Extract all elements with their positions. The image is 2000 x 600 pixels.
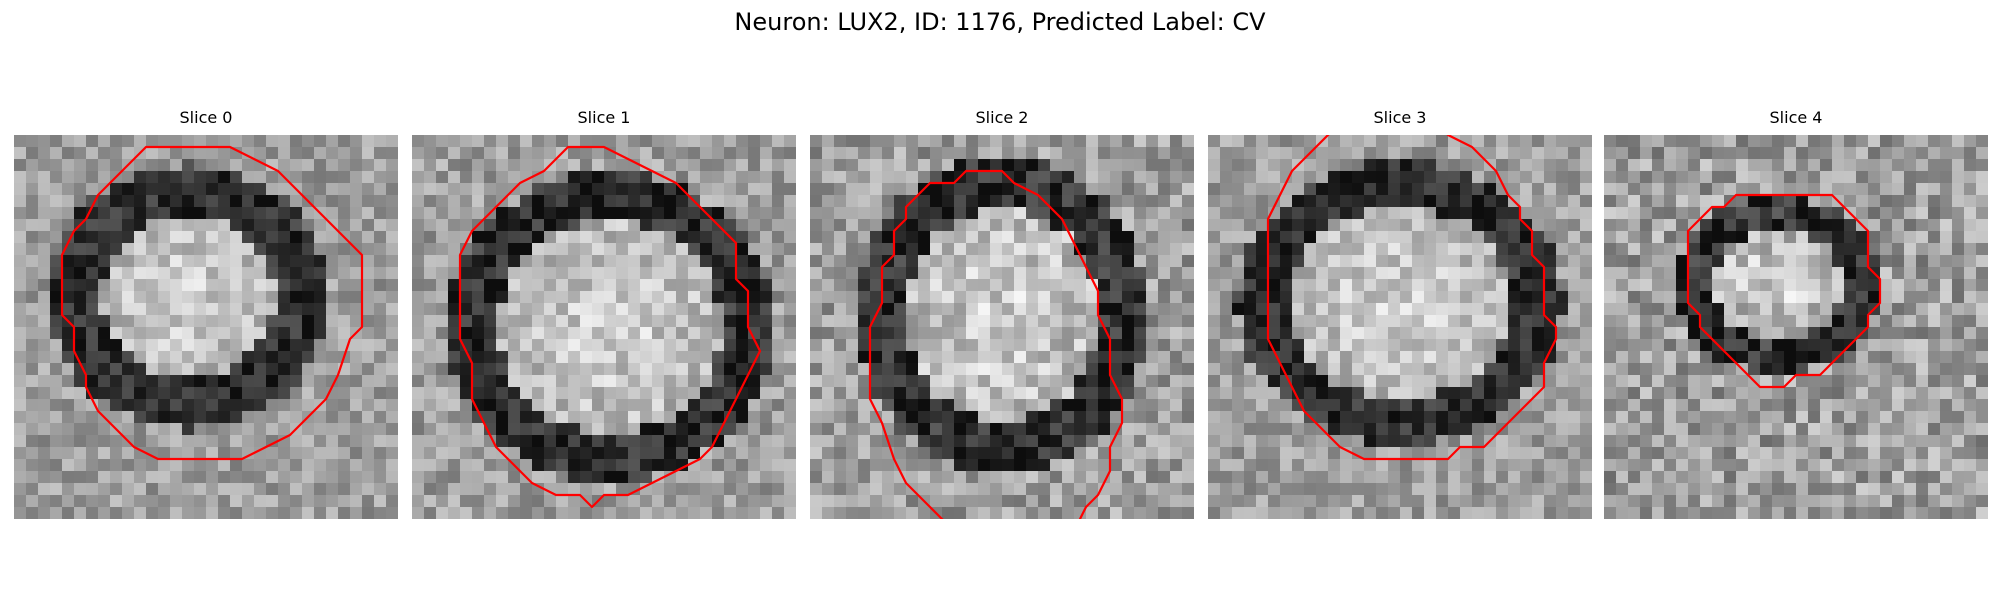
pixel-grid: [1604, 135, 1988, 519]
panel-title: Slice 2: [975, 108, 1029, 127]
slice-image: [412, 135, 796, 519]
panel-title: Slice 3: [1373, 108, 1427, 127]
pixel-grid: [810, 135, 1194, 519]
segmentation-contour: [1686, 193, 1882, 389]
segmentation-contour: [60, 145, 364, 461]
panel-slice-3: Slice 3: [1208, 108, 1592, 519]
slice-image: [1604, 135, 1988, 519]
figure-title: Neuron: LUX2, ID: 1176, Predicted Label:…: [734, 8, 1266, 36]
pixel-grid: [14, 135, 398, 519]
slice-image: [14, 135, 398, 519]
panel-title: Slice 1: [577, 108, 631, 127]
panel-slice-1: Slice 1: [412, 108, 796, 519]
pixel-grid: [1208, 135, 1592, 519]
panel-title: Slice 0: [179, 108, 233, 127]
slice-image: [1208, 135, 1592, 519]
panel-title: Slice 4: [1769, 108, 1823, 127]
panel-slice-4: Slice 4: [1604, 108, 1988, 519]
segmentation-contour: [1266, 135, 1558, 461]
panel-slice-2: Slice 2: [810, 108, 1194, 519]
slice-image: [810, 135, 1194, 519]
pixel-grid: [412, 135, 796, 519]
segmentation-contour: [458, 145, 762, 509]
segmentation-contour: [868, 169, 1124, 519]
panel-slice-0: Slice 0: [14, 108, 398, 519]
